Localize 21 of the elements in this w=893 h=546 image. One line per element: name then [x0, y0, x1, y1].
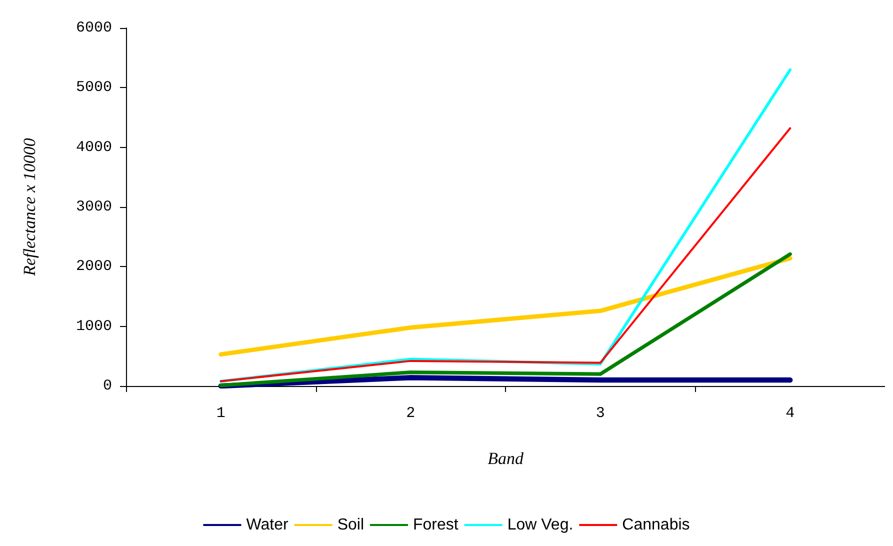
- x-tick-label: 4: [786, 405, 795, 422]
- y-tick-label: 0: [102, 378, 112, 394]
- x-tick-label: 1: [216, 405, 226, 422]
- line-series: [219, 252, 792, 388]
- x-tick-label: 2: [406, 405, 416, 422]
- line-series: [218, 256, 792, 357]
- y-tick-label: 1000: [76, 318, 112, 335]
- x-axis-title: Band: [488, 449, 524, 468]
- legend-label: Soil: [337, 516, 364, 534]
- x-tick-label: 3: [596, 405, 605, 422]
- legend-label: Low Veg.: [507, 516, 574, 534]
- y-tick-label: 3000: [76, 198, 112, 216]
- legend-label: Forest: [412, 516, 459, 534]
- y-tick-label: 6000: [76, 20, 112, 36]
- y-tick-label: 2000: [76, 258, 112, 276]
- y-tick-label: 5000: [76, 79, 112, 96]
- legend-label: Cannabis: [622, 516, 690, 534]
- line-series: [220, 127, 792, 382]
- legend-label: Water: [246, 516, 289, 534]
- y-axis-title: Reflectance x 10000: [20, 138, 39, 277]
- y-tick-label: 4000: [76, 138, 112, 156]
